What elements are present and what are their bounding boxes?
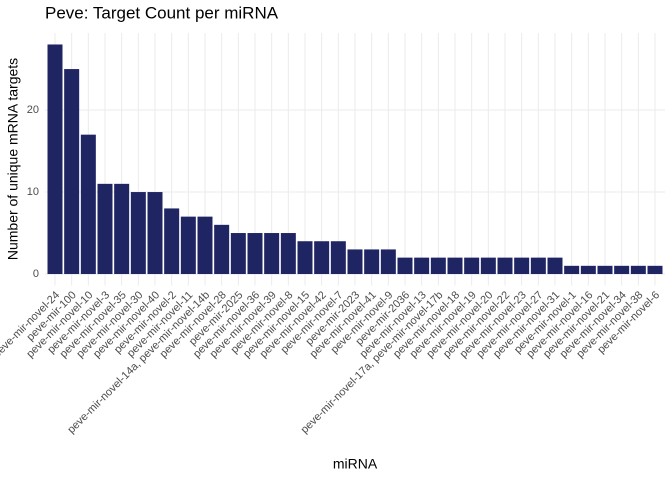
bar	[314, 241, 330, 275]
chart-title: Peve: Target Count per miRNA	[45, 3, 279, 22]
bar	[164, 208, 180, 275]
y-tick-label: 0	[33, 268, 39, 280]
x-axis-label: miRNA	[333, 456, 378, 472]
bar	[414, 257, 430, 275]
bar	[147, 192, 163, 275]
bar	[630, 265, 646, 275]
bar	[464, 257, 480, 275]
bar	[514, 257, 530, 275]
bar	[247, 233, 263, 275]
bar	[214, 224, 230, 275]
bar	[397, 257, 413, 275]
bar	[564, 265, 580, 275]
y-axis-label: Number of unique mRNA targets	[5, 58, 21, 260]
bar	[380, 249, 396, 275]
bar	[264, 233, 280, 275]
bar	[197, 216, 213, 275]
y-tick-label: 10	[27, 186, 39, 198]
bar	[480, 257, 496, 275]
bar	[364, 249, 380, 275]
bar	[280, 233, 296, 275]
bar	[580, 265, 596, 275]
bar	[130, 192, 146, 275]
bar	[647, 265, 663, 275]
bar	[47, 44, 63, 275]
bar	[614, 265, 630, 275]
bar	[447, 257, 463, 275]
bar	[80, 134, 96, 275]
y-tick-label: 20	[27, 104, 39, 116]
bar	[597, 265, 613, 275]
bar	[347, 249, 363, 275]
bar	[497, 257, 513, 275]
bar	[430, 257, 446, 275]
bar	[530, 257, 546, 275]
bar	[180, 216, 196, 275]
bar	[230, 233, 246, 275]
bar	[330, 241, 346, 275]
bar	[97, 183, 113, 275]
bar	[297, 241, 313, 275]
bar	[114, 183, 130, 275]
bar	[547, 257, 563, 275]
bar	[64, 69, 80, 275]
